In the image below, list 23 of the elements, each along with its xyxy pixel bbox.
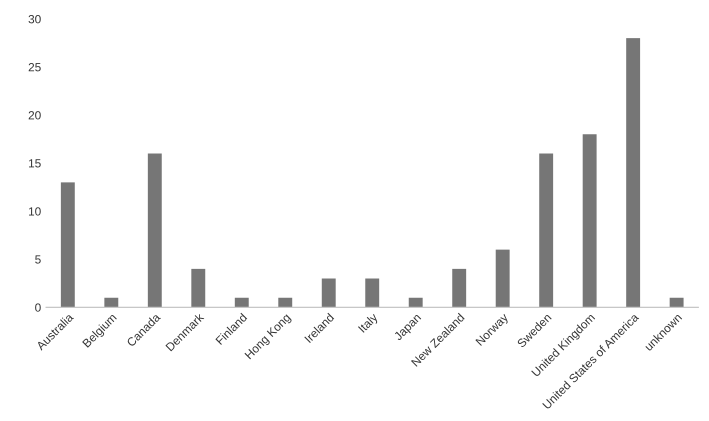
bar (278, 298, 292, 308)
bar (670, 298, 684, 308)
bar (496, 250, 510, 308)
y-tick-label: 5 (35, 255, 41, 264)
bar (104, 298, 118, 308)
bar (148, 154, 162, 308)
bar (539, 154, 554, 308)
bar (626, 38, 640, 308)
bar (234, 298, 249, 308)
bar (365, 278, 380, 308)
y-tick-label: 10 (28, 207, 41, 216)
bar (408, 298, 423, 308)
bar (452, 268, 466, 308)
y-tick-label: 30 (28, 14, 41, 24)
y-tick-label: 15 (28, 159, 41, 168)
y-tick-label: 20 (28, 111, 41, 120)
bar (191, 268, 206, 308)
bar (60, 182, 75, 308)
x-tick-label: Italy (358, 312, 380, 335)
y-tick-label: 25 (28, 63, 41, 72)
bar (322, 278, 336, 308)
bar (582, 134, 597, 308)
y-tick-label: 0 (35, 303, 41, 312)
